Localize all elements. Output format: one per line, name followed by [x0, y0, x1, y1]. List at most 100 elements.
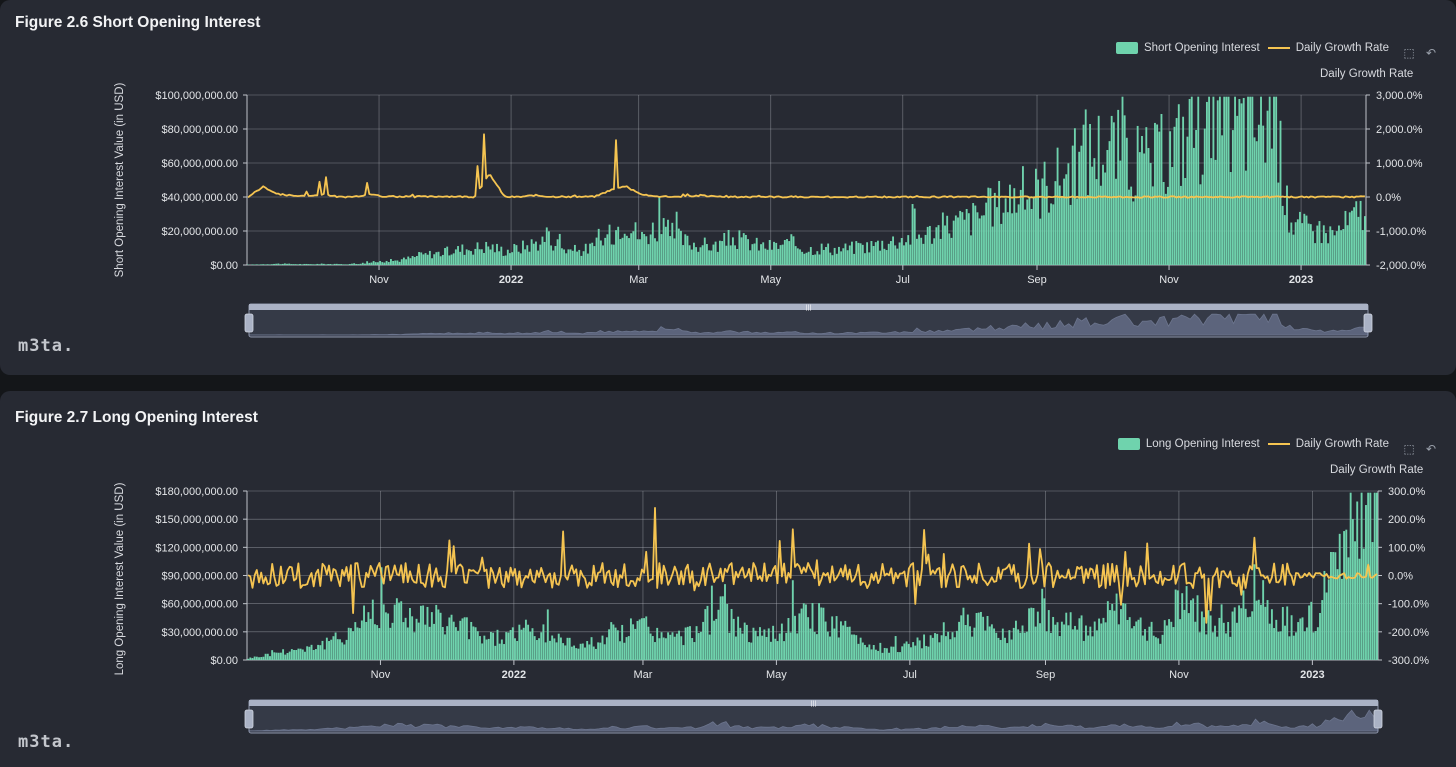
bar	[444, 248, 446, 265]
zoom-slider-left-handle[interactable]	[244, 709, 254, 729]
y2-tick-label: 0.0%	[1376, 192, 1401, 204]
bar	[446, 626, 449, 660]
bar	[1151, 186, 1154, 265]
bar	[481, 643, 484, 660]
bar	[1039, 623, 1041, 660]
bar	[749, 250, 752, 265]
bar	[1336, 569, 1339, 660]
bar	[351, 263, 353, 265]
growth-rate-line	[247, 507, 1378, 624]
zoom-reset-icon[interactable]: ↶	[1425, 442, 1437, 456]
bar	[1316, 225, 1319, 265]
bar	[450, 254, 453, 265]
bar	[957, 217, 959, 265]
bar	[411, 256, 414, 265]
bar	[790, 234, 793, 265]
legend-item-bars[interactable]: Short Opening Interest	[1115, 42, 1260, 54]
bar	[1010, 639, 1013, 660]
bar	[570, 646, 573, 660]
bar	[986, 616, 989, 660]
bar	[1236, 115, 1239, 265]
bar	[1119, 160, 1122, 265]
bar	[927, 646, 930, 660]
bar	[323, 649, 326, 660]
bar	[905, 641, 908, 660]
zoom-slider-left-handle[interactable]	[244, 313, 254, 333]
bar	[608, 629, 610, 660]
bar	[693, 242, 695, 265]
bar	[1244, 608, 1247, 660]
bar	[931, 243, 933, 265]
bar	[848, 626, 851, 660]
bar	[651, 222, 654, 265]
bar	[794, 615, 796, 660]
bar	[885, 648, 888, 660]
zoom-reset-icon[interactable]: ↶	[1425, 46, 1437, 60]
bar	[452, 621, 455, 660]
bar	[381, 262, 384, 265]
bar	[682, 245, 685, 265]
bar	[896, 652, 899, 660]
bar	[593, 246, 596, 265]
bar	[658, 197, 661, 265]
zoom-slider-right-handle[interactable]	[1373, 709, 1383, 729]
bar	[1286, 185, 1288, 265]
bar	[1187, 613, 1190, 660]
bar	[835, 616, 838, 660]
bar	[1210, 158, 1213, 265]
zoom-slider-handle-bar[interactable]	[249, 304, 1368, 310]
bar	[479, 636, 481, 660]
bar	[1052, 616, 1055, 660]
bar	[1334, 552, 1337, 660]
bar	[610, 622, 613, 660]
bar	[1193, 147, 1195, 265]
zoom-slider-handle-bar[interactable]	[249, 700, 1378, 706]
bar	[301, 649, 304, 660]
legend-item-line[interactable]: Daily Growth Rate	[1267, 42, 1389, 54]
bar	[1043, 161, 1046, 265]
bar	[783, 240, 786, 265]
bar	[1019, 189, 1022, 265]
bar	[737, 616, 740, 660]
bar	[627, 636, 630, 660]
bar	[334, 632, 337, 660]
bar	[925, 645, 928, 660]
bar	[900, 238, 903, 265]
bar	[1130, 186, 1133, 265]
bar	[1175, 118, 1178, 265]
legend-item-bars[interactable]: Long Opening Interest	[1117, 438, 1260, 450]
bar	[1277, 631, 1280, 660]
bar	[415, 255, 418, 265]
bar	[881, 652, 884, 660]
bar	[275, 652, 278, 660]
bar	[964, 625, 967, 660]
zoom-slider-right-handle[interactable]	[1363, 313, 1373, 333]
bar	[457, 630, 460, 660]
bar	[1290, 615, 1293, 660]
bar	[953, 637, 956, 660]
x-tick-label: 2022	[499, 274, 523, 286]
bar	[483, 252, 485, 265]
legend-item-line[interactable]: Daily Growth Rate	[1267, 438, 1389, 450]
bar	[459, 251, 462, 265]
bar	[621, 237, 624, 265]
bar	[755, 237, 758, 265]
bar	[1357, 216, 1360, 265]
bar	[792, 236, 795, 265]
bar	[811, 603, 814, 660]
bar	[439, 256, 442, 265]
zoom-select-icon[interactable]: ⬚	[1403, 46, 1415, 60]
bar	[640, 618, 643, 660]
bar	[1172, 627, 1175, 660]
bar	[999, 639, 1002, 660]
bar	[706, 605, 709, 660]
bar	[468, 639, 470, 660]
zoom-select-icon[interactable]: ⬚	[1403, 442, 1415, 456]
bar	[918, 234, 920, 265]
bar	[542, 624, 545, 660]
x-tick-label: 2023	[1289, 274, 1313, 286]
bar	[422, 254, 425, 265]
bar	[1170, 621, 1173, 660]
bar	[364, 263, 366, 265]
bar	[306, 646, 309, 660]
